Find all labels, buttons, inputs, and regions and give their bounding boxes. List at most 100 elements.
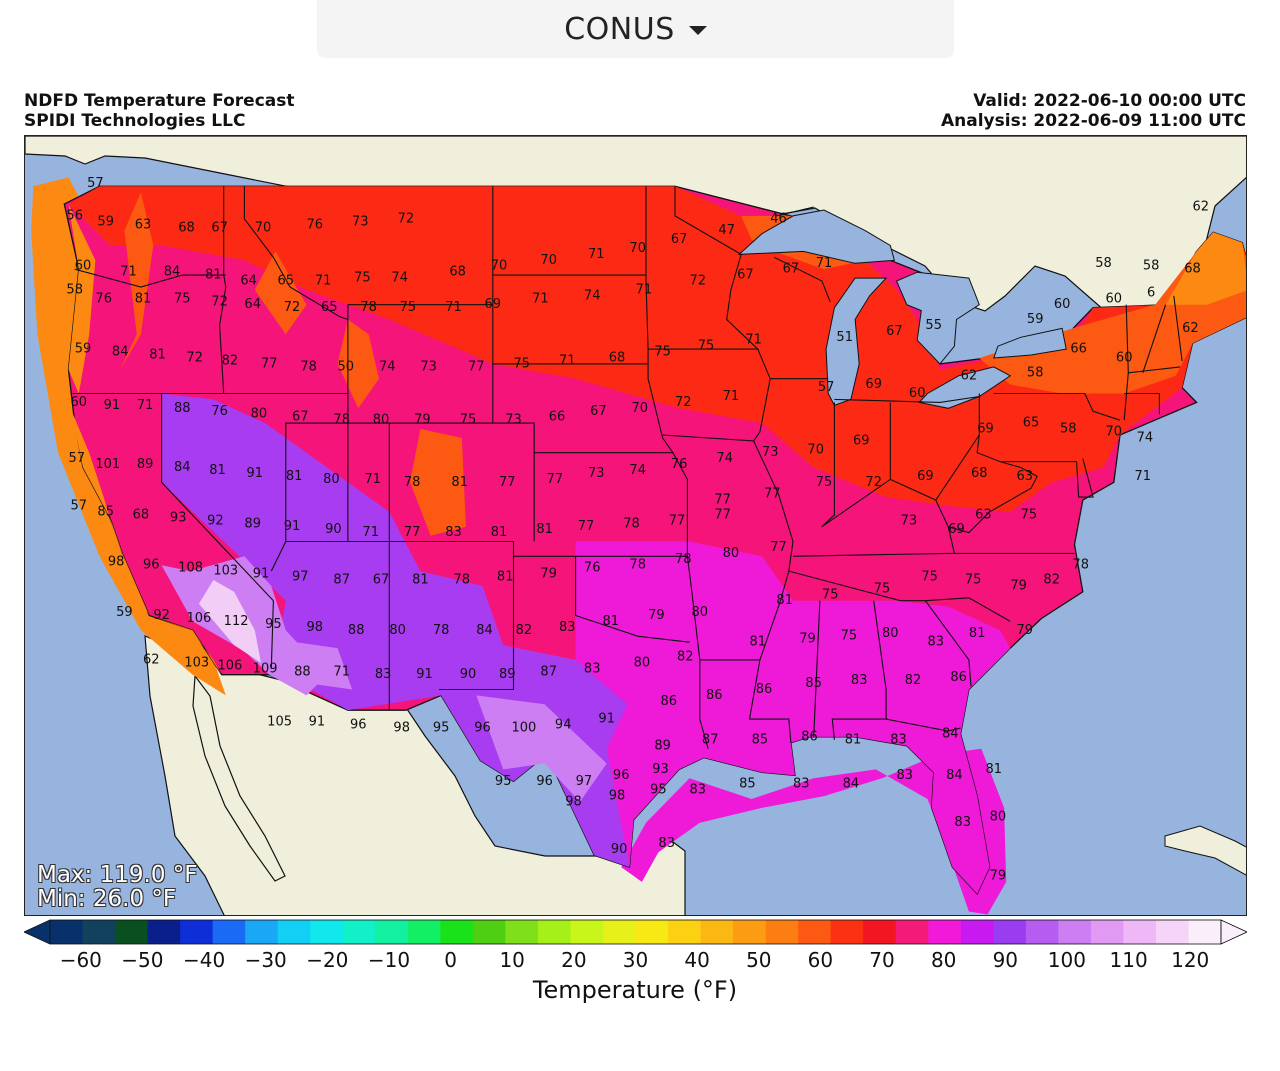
temperature-label: 71 [816,256,833,271]
temperature-label: 58 [1095,256,1112,271]
colorbar-segment [310,920,344,944]
temperature-label: 73 [352,214,369,229]
temperature-label: 71 [532,291,549,306]
temperature-label: 89 [244,516,261,531]
colorbar-tick-label: −40 [182,948,226,972]
temperature-label: 97 [292,570,309,585]
colorbar-tick-label: 120 [1171,948,1210,972]
colorbar-max-extend [1220,919,1247,945]
temperature-label: 86 [801,729,818,744]
temperature-label: 74 [379,359,396,374]
temperature-label: 67 [783,262,800,277]
colorbar-tick-label: 40 [684,948,710,972]
temperature-label: 59 [75,342,92,357]
temperature-label: 77 [547,472,564,487]
temperature-label: 81 [603,614,620,629]
colorbar-segment [1155,920,1190,944]
temperature-label: 84 [942,726,959,741]
temperature-label: 83 [690,783,707,798]
temperature-label: 95 [265,617,282,632]
temperature-label: 96 [536,774,553,789]
temperature-label: 85 [97,504,114,519]
temperature-label: 98 [393,721,410,736]
state-border-7 [270,304,349,572]
map-title: NDFD Temperature Forecast [24,91,295,111]
temperature-label: 84 [174,460,191,475]
temperature-label: 75 [841,629,858,644]
temperature-label: 101 [95,457,120,472]
temperature-label: 80 [251,407,268,422]
colorbar-segment [1025,920,1059,944]
temperature-label: 73 [901,513,918,528]
temperature-label: 95 [650,783,667,798]
colorbar-tick-label: 80 [930,948,957,972]
lake-michigan [825,277,888,407]
temperature-label: 87 [702,732,719,747]
temperature-label: 91 [253,567,270,582]
min-temperature: Min: 26.0 °F [37,886,177,912]
temperature-label: 72 [865,475,882,490]
temperature-label: 76 [95,291,112,306]
temperature-label: 75 [921,570,938,585]
temperature-label: 72 [675,395,692,410]
temperature-label: 82 [677,650,694,665]
temperature-label: 81 [286,469,303,484]
temperature-label: 6 [1147,285,1155,300]
temperature-label: 79 [799,632,816,647]
state-border-45 [1173,295,1183,362]
state-border-37 [935,434,980,501]
colorbar-segment [115,920,149,944]
temperature-label: 112 [224,614,249,629]
temperature-label: 78 [333,413,350,428]
state-border-46 [1076,458,1094,498]
temperature-label: 90 [460,667,477,682]
temperature-label: 96 [350,718,367,733]
temperature-label: 57 [69,451,86,466]
colorbar-tick-label: 100 [1047,948,1086,972]
colorbar-label: Temperature (°F) [532,976,738,1004]
state-border-25 [792,552,1075,557]
temperature-label: 89 [137,457,154,472]
temperature-label: 86 [661,694,678,709]
state-border-0 [219,186,227,394]
temperature-label: 79 [648,608,665,623]
temperature-label: 106 [217,658,242,673]
temperature-label: 91 [598,712,615,727]
temperature-label: 76 [584,561,601,576]
temperature-label: 58 [1143,259,1160,274]
temperature-label: 62 [961,368,978,383]
temperature-label: 84 [112,345,129,360]
temperature-label: 88 [348,623,365,638]
temperature-label: 81 [776,593,793,608]
colorbar-segment [342,920,376,944]
temperature-label: 71 [137,398,154,413]
temperature-label: 103 [184,655,209,670]
temperature-label: 83 [954,815,971,830]
temperature-label: 68 [449,265,466,280]
colorbar-segment [407,920,441,944]
temperature-label: 68 [609,351,626,366]
temperature-label: 80 [882,626,899,641]
colorbar-segment [928,920,962,944]
colorbar-segment [537,920,572,944]
colorbar-tick-label: −20 [306,948,349,972]
temperature-label: 68 [1184,262,1201,277]
zone-colorado-mtn [410,429,466,536]
temperature-label: 73 [588,466,605,481]
temperature-label: 88 [294,664,311,679]
colorbar-segment [733,920,767,944]
temperature-label: 71 [559,354,576,369]
region-dropdown[interactable]: CONUS [317,0,954,58]
temperature-label: 82 [516,623,533,638]
temperature-label: 70 [632,401,649,416]
colorbar-segment [1058,920,1092,944]
zone-texas-hot [476,695,607,802]
temperature-label: 66 [1070,342,1087,357]
colorbar-tick-label: 60 [807,948,834,972]
temperature-label: 84 [946,768,963,783]
temperature-label: 92 [153,608,170,623]
temperature-label: 81 [412,573,429,588]
temperature-label: 57 [71,499,88,514]
temperature-label: 75 [174,291,191,306]
cuba-land [1164,825,1246,876]
